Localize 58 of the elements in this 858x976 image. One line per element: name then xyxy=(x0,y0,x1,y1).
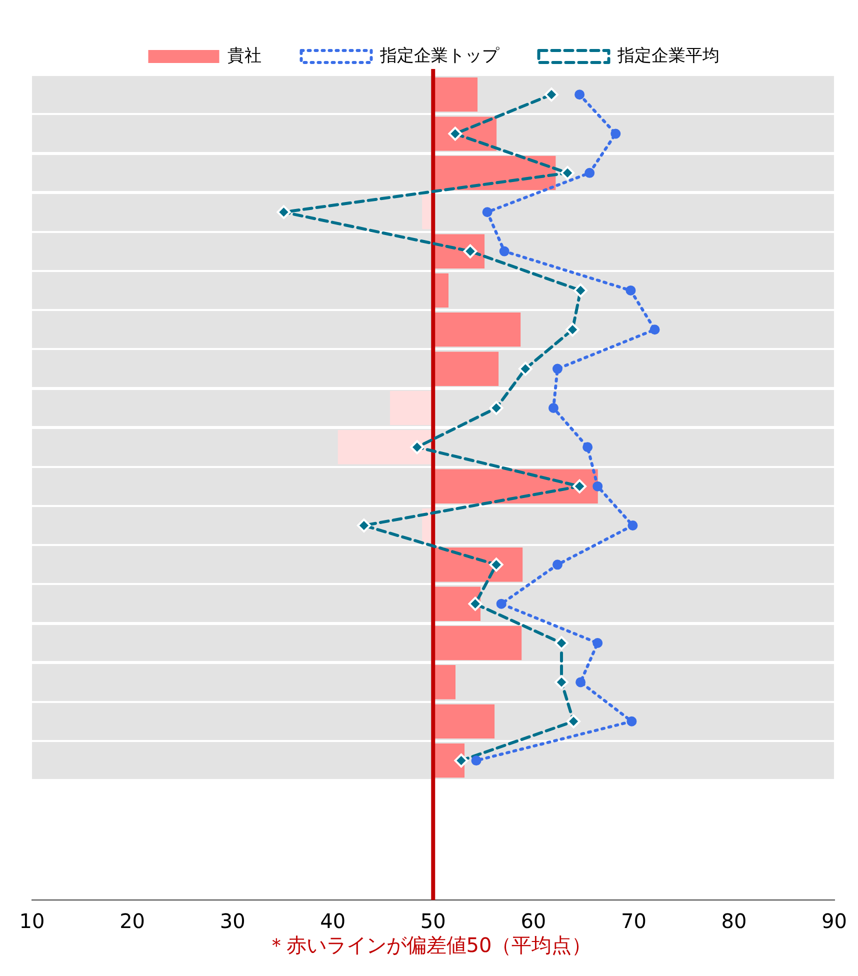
x-tick-label: 90 xyxy=(822,909,847,934)
point xyxy=(574,90,585,100)
point xyxy=(489,400,504,415)
bar xyxy=(338,430,434,464)
point xyxy=(576,677,586,688)
x-tick-label: 30 xyxy=(220,909,246,934)
x-tick-label: 70 xyxy=(620,909,646,934)
x-tick-label: 60 xyxy=(520,909,546,934)
point xyxy=(356,518,371,532)
point xyxy=(548,402,558,413)
point xyxy=(552,364,562,374)
bar xyxy=(433,704,495,739)
point xyxy=(544,88,558,102)
bar xyxy=(433,665,456,700)
x-tick-label: 80 xyxy=(721,909,747,934)
point xyxy=(566,322,580,337)
x-tick-label: 50 xyxy=(420,909,446,934)
point xyxy=(496,598,506,609)
point xyxy=(572,479,587,494)
point xyxy=(518,362,532,376)
point xyxy=(463,244,478,258)
bar xyxy=(433,626,522,660)
bar xyxy=(433,77,478,112)
point xyxy=(499,246,510,256)
point xyxy=(574,283,588,298)
point xyxy=(489,558,504,572)
x-tick-label: 10 xyxy=(19,909,45,934)
bar xyxy=(433,312,521,347)
point xyxy=(276,205,291,220)
point xyxy=(554,636,568,650)
x-tick-label: 20 xyxy=(120,909,146,934)
bar xyxy=(433,352,499,386)
point xyxy=(468,596,482,611)
bar xyxy=(390,390,434,426)
point xyxy=(560,166,575,180)
bar xyxy=(433,469,598,504)
point xyxy=(592,638,603,648)
point xyxy=(626,285,636,296)
point xyxy=(628,520,638,530)
point xyxy=(626,716,637,726)
text: ＊赤いラインが偏差値50（平均点） xyxy=(265,932,593,959)
legend-label: 指定企業平均 xyxy=(616,46,720,66)
point xyxy=(554,675,568,690)
x-tick-label: 40 xyxy=(320,909,346,934)
point xyxy=(610,128,621,139)
legend-label: 指定企業トップ xyxy=(378,46,500,66)
point xyxy=(448,126,462,141)
point xyxy=(584,168,595,178)
point xyxy=(552,560,562,570)
point xyxy=(592,481,603,492)
point xyxy=(410,440,424,454)
point xyxy=(650,324,660,335)
point xyxy=(482,207,492,218)
legend-label: 貴社 xyxy=(227,46,262,66)
point xyxy=(582,442,593,452)
point xyxy=(471,756,482,766)
point xyxy=(454,754,468,768)
point xyxy=(566,714,581,728)
